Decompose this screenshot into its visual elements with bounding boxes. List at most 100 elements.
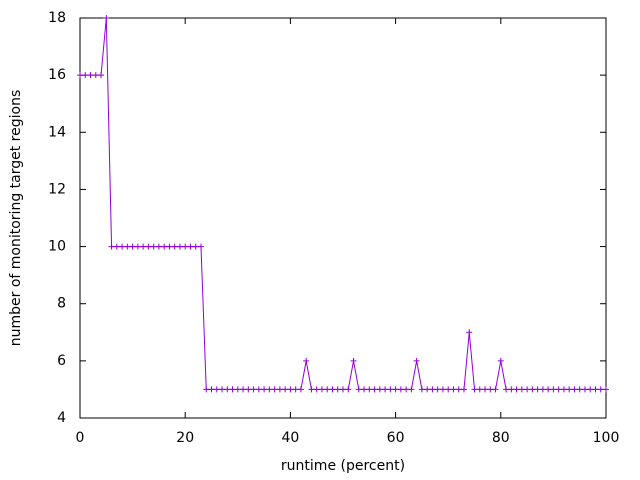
point-marker — [313, 386, 320, 393]
point-marker — [250, 386, 257, 393]
x-tick-label: 20 — [176, 430, 194, 446]
point-marker — [460, 386, 467, 393]
point-marker — [476, 386, 483, 393]
point-marker — [503, 386, 510, 393]
point-marker — [203, 386, 210, 393]
point-marker — [124, 243, 131, 250]
point-marker — [534, 386, 541, 393]
point-marker — [234, 386, 241, 393]
point-marker — [140, 243, 147, 250]
point-marker — [208, 386, 215, 393]
point-marker — [334, 386, 341, 393]
point-marker — [350, 357, 357, 364]
point-marker — [355, 386, 362, 393]
point-marker — [550, 386, 557, 393]
point-marker — [271, 386, 278, 393]
point-marker — [513, 386, 520, 393]
point-marker — [98, 72, 105, 79]
y-tick-label: 4 — [57, 410, 66, 426]
point-marker — [229, 386, 236, 393]
point-marker — [261, 386, 268, 393]
point-marker — [439, 386, 446, 393]
point-marker — [303, 357, 310, 364]
point-marker — [192, 243, 199, 250]
x-tick-label: 0 — [76, 430, 85, 446]
point-marker — [119, 243, 126, 250]
x-tick-label: 60 — [387, 430, 405, 446]
y-tick-label: 18 — [48, 10, 66, 26]
point-marker — [329, 386, 336, 393]
point-marker — [324, 386, 331, 393]
point-marker — [471, 386, 478, 393]
point-marker — [518, 386, 525, 393]
point-marker — [545, 386, 552, 393]
x-axis-label: runtime (percent) — [281, 458, 405, 474]
point-marker — [213, 386, 220, 393]
y-tick-label: 6 — [57, 353, 66, 369]
point-marker — [382, 386, 389, 393]
point-marker — [361, 386, 368, 393]
y-tick-label: 8 — [57, 296, 66, 312]
point-marker — [103, 15, 110, 21]
point-marker — [424, 386, 431, 393]
x-tick-label: 80 — [492, 430, 510, 446]
x-tick-label: 40 — [281, 430, 299, 446]
point-marker — [487, 386, 494, 393]
point-marker — [345, 386, 352, 393]
point-marker — [571, 386, 578, 393]
point-marker — [392, 386, 399, 393]
point-marker — [276, 386, 283, 393]
point-marker — [318, 386, 325, 393]
point-marker — [445, 386, 452, 393]
point-marker — [92, 72, 99, 79]
point-marker — [524, 386, 531, 393]
y-axis-label: number of monitoring target regions — [8, 90, 24, 347]
y-tick-label: 14 — [48, 124, 66, 140]
point-marker — [134, 243, 141, 250]
plot-border — [79, 17, 607, 419]
point-marker — [466, 329, 473, 336]
point-marker — [434, 386, 441, 393]
point-marker — [166, 243, 173, 250]
point-marker — [197, 243, 204, 250]
data-line — [80, 17, 606, 390]
point-marker — [450, 386, 457, 393]
point-marker — [292, 386, 299, 393]
point-marker — [82, 72, 89, 79]
point-marker — [529, 386, 536, 393]
point-marker — [297, 386, 304, 393]
point-marker — [255, 386, 262, 393]
point-marker — [113, 243, 120, 250]
point-marker — [482, 386, 489, 393]
y-tick-label: 16 — [48, 67, 66, 83]
point-marker — [408, 386, 415, 393]
point-marker — [492, 386, 499, 393]
point-marker — [371, 386, 378, 393]
point-marker — [387, 386, 394, 393]
point-marker — [581, 386, 588, 393]
point-marker — [455, 386, 462, 393]
y-tick-label: 10 — [48, 239, 66, 255]
point-marker — [77, 72, 83, 79]
point-marker — [282, 386, 289, 393]
point-marker — [240, 386, 247, 393]
point-marker — [508, 386, 515, 393]
point-marker — [155, 243, 162, 250]
point-marker — [129, 243, 136, 250]
point-marker — [413, 357, 420, 364]
point-marker — [418, 386, 425, 393]
point-marker — [403, 386, 410, 393]
y-tick-label: 12 — [48, 181, 66, 197]
point-marker — [497, 357, 504, 364]
point-marker — [597, 386, 604, 393]
point-marker — [340, 386, 346, 393]
point-marker — [366, 386, 373, 393]
point-marker — [576, 386, 583, 393]
x-tick-label: 100 — [593, 430, 620, 446]
point-marker — [176, 243, 183, 250]
point-marker — [560, 386, 567, 393]
point-marker — [161, 243, 168, 250]
point-marker — [145, 243, 152, 250]
point-marker — [224, 386, 231, 393]
